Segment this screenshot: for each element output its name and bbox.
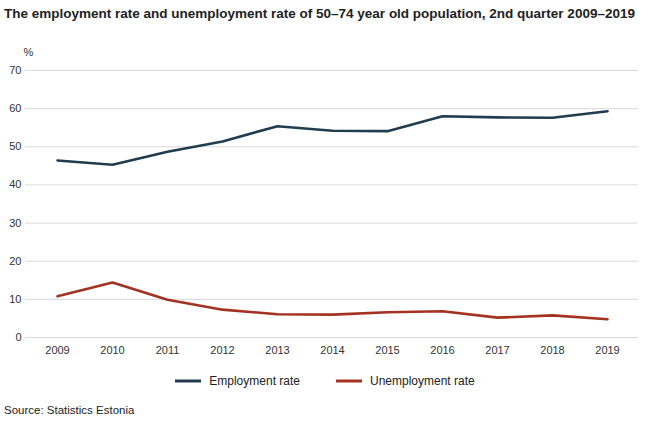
svg-text:70: 70 [9,64,21,76]
svg-text:0: 0 [15,331,21,343]
svg-text:%: % [24,46,34,58]
html-text:Employment rate: Employment rate [209,374,300,388]
svg-text:2014: 2014 [320,344,344,356]
svg-text:40: 40 [9,178,21,190]
svg-text:60: 60 [9,102,21,114]
svg-text:2009: 2009 [45,344,69,356]
html-text:Unemployment rate: Unemployment rate [370,374,475,388]
svg-text:2010: 2010 [100,344,124,356]
svg-text:50: 50 [9,140,21,152]
svg-text:10: 10 [9,293,21,305]
svg-text:2013: 2013 [265,344,289,356]
svg-text:30: 30 [9,217,21,229]
svg-text:2016: 2016 [430,344,454,356]
svg-text:2017: 2017 [485,344,509,356]
html-text:Source: Statistics Estonia: Source: Statistics Estonia [4,404,135,416]
html-text:The employment rate and unempl: The employment rate and unemployment rat… [4,6,635,21]
svg-text:2018: 2018 [540,344,564,356]
svg-text:2019: 2019 [595,344,619,356]
svg-text:2015: 2015 [375,344,399,356]
svg-text:2012: 2012 [210,344,234,356]
svg-text:2011: 2011 [156,344,180,356]
svg-text:20: 20 [9,255,21,267]
